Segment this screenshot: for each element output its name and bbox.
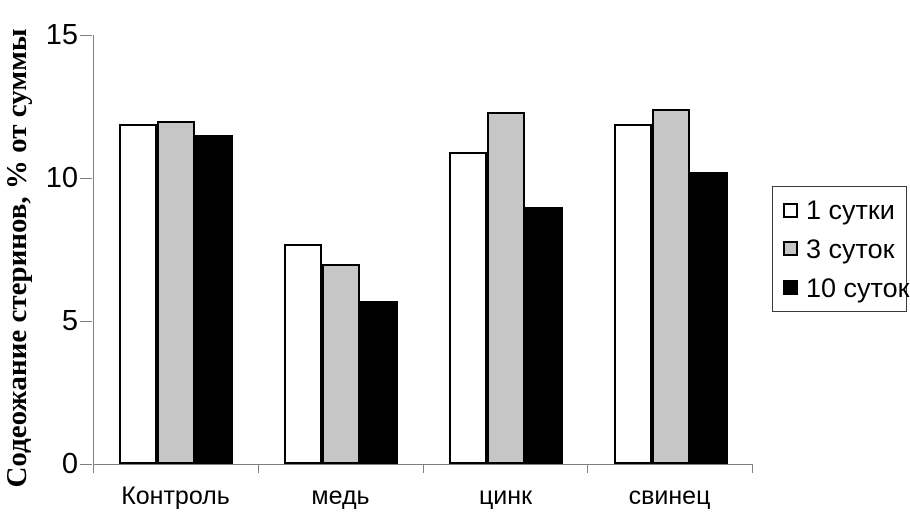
- bar-цинк-3 суток: [486, 112, 525, 464]
- x-category-label: Контроль: [121, 482, 230, 510]
- y-tick-label: 0: [61, 448, 78, 480]
- bar-свинец-1 сутки: [613, 124, 652, 464]
- y-tick-label: 5: [61, 305, 78, 337]
- legend: 1 сутки 3 суток 10 суток: [772, 186, 909, 312]
- legend-swatch-series-3: [783, 280, 798, 296]
- bar-цинк-1 сутки: [448, 152, 487, 464]
- plot-area: [93, 35, 753, 465]
- legend-label: 10 суток: [806, 272, 910, 303]
- bar-медь-10 суток: [360, 301, 399, 464]
- x-category-label: медь: [311, 482, 370, 510]
- legend-label: 3 суток: [806, 233, 895, 264]
- bar-Контроль-3 суток: [157, 121, 196, 464]
- legend-label: 1 сутки: [806, 195, 895, 226]
- bar-медь-1 сутки: [284, 244, 323, 464]
- y-tick-label: 15: [45, 19, 78, 51]
- y-axis-tick: [80, 464, 92, 465]
- y-axis-title: Содеожание стеринов, % от суммы: [1, 28, 33, 488]
- x-category-label: цинк: [478, 482, 533, 510]
- legend-item: 1 сутки: [783, 195, 904, 225]
- bar-цинк-10 суток: [524, 207, 563, 464]
- bar-Контроль-10 суток: [195, 135, 234, 464]
- bar-Контроль-1 сутки: [119, 124, 158, 464]
- legend-item: 3 суток: [783, 234, 904, 264]
- bar-медь-3 суток: [322, 264, 361, 464]
- legend-swatch-series-1: [783, 202, 798, 218]
- x-axis-tick: [752, 464, 753, 473]
- bar-свинец-3 суток: [651, 109, 690, 464]
- y-axis-tick: [80, 321, 92, 322]
- x-axis-tick: [587, 464, 588, 473]
- x-axis-tick: [258, 464, 259, 473]
- x-axis-tick: [423, 464, 424, 473]
- x-category-label: свинец: [628, 482, 711, 510]
- legend-item: 10 суток: [783, 273, 909, 303]
- y-axis-tick: [80, 178, 92, 179]
- legend-swatch-series-2: [783, 241, 798, 257]
- x-axis-tick: [93, 464, 94, 473]
- y-tick-label: 10: [45, 162, 78, 194]
- y-axis-tick: [80, 35, 92, 36]
- bar-свинец-10 суток: [689, 172, 728, 464]
